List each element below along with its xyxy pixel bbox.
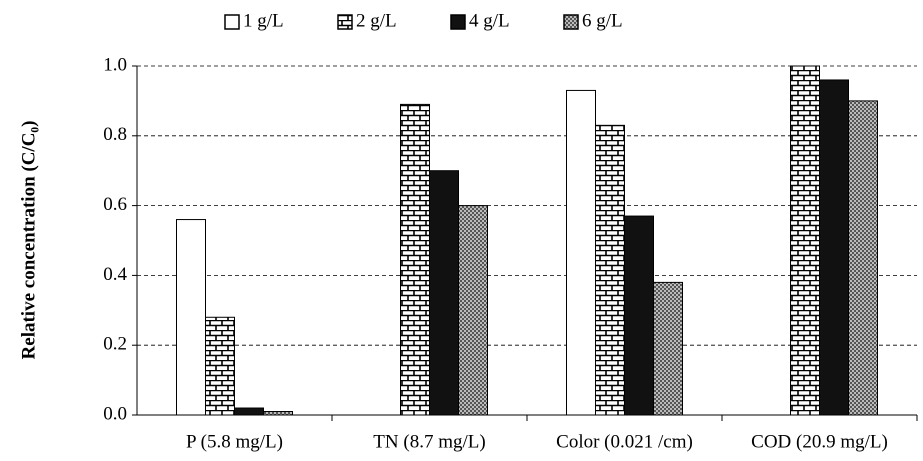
bar [234, 407, 264, 416]
bar [205, 316, 235, 416]
legend-swatch [224, 14, 240, 30]
legend-swatch [563, 14, 579, 30]
bar [566, 89, 596, 416]
bar [429, 170, 459, 416]
x-tick-label: TN (8.7 mg/L) [373, 431, 485, 452]
bar [400, 103, 430, 416]
bar [595, 124, 625, 416]
bar [819, 79, 849, 416]
bar [176, 219, 206, 416]
legend-label: 4 g/L [469, 10, 510, 31]
y-tick-label: 0.0 [103, 403, 127, 424]
y-tick-label: 0.4 [103, 264, 127, 285]
x-tick-label: COD (20.9 mg/L) [751, 431, 888, 452]
y-tick-label: 0.2 [103, 334, 127, 355]
legend-swatch [337, 14, 353, 30]
bar [790, 65, 820, 416]
legend-label: 2 g/L [356, 10, 397, 31]
bar [848, 100, 878, 416]
legend-swatch [450, 14, 466, 30]
bar [458, 205, 488, 416]
x-tick-label: Color (0.021 /cm) [556, 431, 693, 452]
y-tick-label: 1.0 [103, 54, 127, 75]
y-axis-label: Relative concentration (C/C₀) [18, 121, 39, 360]
bar [263, 411, 293, 416]
x-tick-label: P (5.8 mg/L) [186, 431, 283, 452]
y-tick-label: 0.6 [103, 194, 127, 215]
y-tick-label: 0.8 [103, 124, 127, 145]
legend-label: 6 g/L [582, 10, 623, 31]
bar [624, 215, 654, 416]
bar [653, 281, 683, 416]
legend-label: 1 g/L [243, 10, 284, 31]
